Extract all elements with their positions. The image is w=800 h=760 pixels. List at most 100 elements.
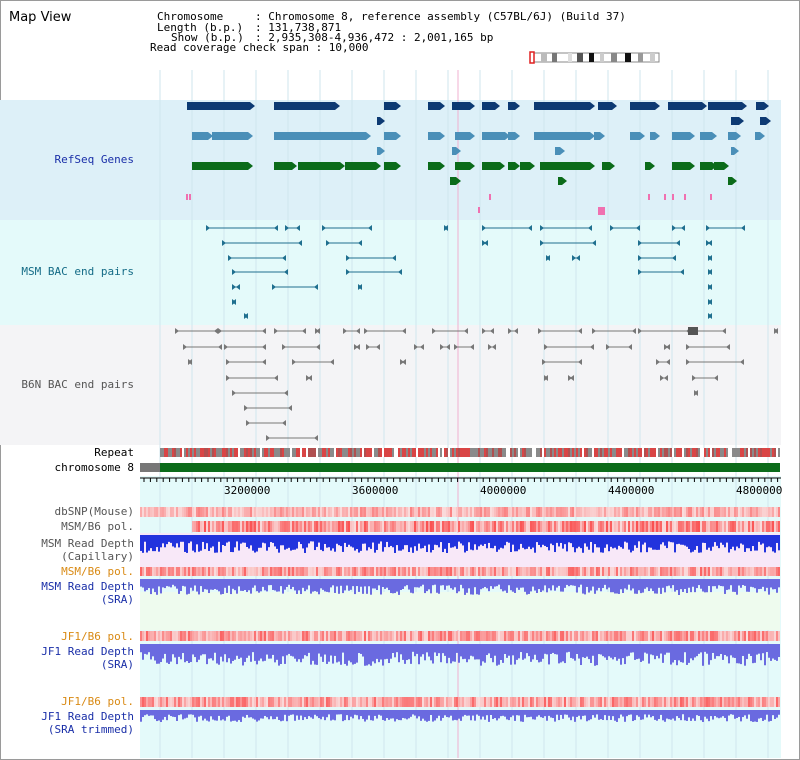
jf1-pol-heat [404, 697, 406, 707]
msm-capillary-depth-bar [228, 535, 230, 542]
jf1-pol-heat [388, 631, 390, 641]
dbsnp-heat [372, 507, 374, 517]
track-label-jf1-pol[interactable]: JF1/B6 pol. [61, 630, 134, 643]
msm-pol-heat [496, 566, 498, 576]
msm-pol-heat [742, 566, 744, 576]
track-label-dbsnp[interactable]: dbSNP(Mouse) [54, 505, 134, 518]
jf1-pol-heat [716, 631, 718, 641]
msm-sra-depth-bar [382, 579, 384, 587]
jf1-sra-depth-bar [252, 644, 254, 653]
msm-pol-heat [590, 521, 592, 532]
jf1-pol-heat [194, 631, 196, 641]
msm-pol-heat [550, 521, 552, 532]
jf1-sra-depth-bar [464, 644, 466, 659]
jf1-trimmed-depth-bar [430, 710, 432, 716]
bac-end [316, 328, 320, 334]
msm-pol-heat [348, 566, 350, 576]
bac-end [288, 405, 292, 411]
jf1-trimmed-depth-bar [370, 710, 372, 721]
jf1-trimmed-depth-bar [168, 710, 170, 715]
gene-feature [672, 162, 690, 170]
repeat-segment [412, 448, 414, 457]
jf1-trimmed-depth-bar [420, 710, 422, 721]
dbsnp-heat [578, 507, 580, 517]
dbsnp-heat [406, 507, 408, 517]
jf1-trimmed-depth-bar [404, 710, 406, 719]
jf1-pol-heat [336, 631, 338, 641]
track-label-msm-depth-sra[interactable]: MSM Read Depth [41, 580, 134, 593]
track-label-b6n-bac[interactable]: B6N BAC end pairs [21, 378, 134, 391]
jf1-pol-heat [470, 631, 472, 641]
jf1-trimmed-depth-bar [524, 710, 526, 715]
jf1-sra-depth-bar [248, 644, 250, 656]
msm-pol-heat [492, 521, 494, 532]
msm-capillary-depth-bar [222, 535, 224, 546]
dbsnp-heat [190, 507, 192, 517]
msm-sra-depth-bar [754, 579, 756, 589]
msm-pol-heat [428, 566, 430, 576]
jf1-pol-heat [452, 631, 454, 641]
track-label-jf1-depth-trim[interactable]: JF1 Read Depth [41, 710, 134, 723]
jf1-pol-heat [468, 631, 470, 641]
repeat-segment [600, 448, 602, 457]
track-label-jf1-pol-2[interactable]: JF1/B6 pol. [61, 695, 134, 708]
track-label-refseq[interactable]: RefSeq Genes [54, 153, 134, 166]
jf1-trimmed-depth-bar [260, 710, 262, 719]
track-label-msm-depth-cap[interactable]: MSM Read Depth [41, 537, 134, 550]
track-label-jf1-depth-sra[interactable]: JF1 Read Depth [41, 645, 134, 658]
msm-pol-heat [202, 566, 204, 576]
jf1-trimmed-depth-bar [742, 710, 744, 718]
msm-sra-depth-bar [376, 579, 378, 590]
repeat-segment [556, 448, 558, 457]
dbsnp-heat [198, 507, 200, 517]
track-label-msm-b6-pol-2[interactable]: MSM/B6 pol. [61, 565, 134, 578]
jf1-pol-heat [748, 631, 750, 641]
msm-capillary-depth-bar [310, 535, 312, 542]
msm-pol-heat [664, 521, 666, 532]
dbsnp-heat [622, 507, 624, 517]
repeat-segment [160, 448, 162, 457]
dbsnp-heat [360, 507, 362, 517]
jf1-sra-depth-bar [508, 644, 510, 656]
jf1-trimmed-depth-bar [596, 710, 598, 715]
msm-capillary-depth-bar [648, 535, 650, 548]
jf1-trimmed-depth-bar [562, 710, 564, 719]
jf1-pol-heat [592, 697, 594, 707]
jf1-pol-heat [598, 631, 600, 641]
msm-capillary-depth-bar [682, 535, 684, 545]
msm-pol-heat [602, 521, 604, 532]
jf1-pol-heat [682, 697, 684, 707]
track-label-repeat[interactable]: Repeat [94, 446, 134, 459]
repeat-segment [642, 448, 644, 457]
jf1-pol-heat [694, 697, 696, 707]
jf1-trimmed-depth-bar [174, 710, 176, 718]
repeat-segment [262, 448, 264, 457]
repeat-segment [550, 448, 552, 457]
bac-end [540, 225, 544, 231]
jf1-pol-heat [774, 697, 776, 707]
jf1-trimmed-depth-bar [766, 710, 768, 715]
jf1-pol-heat [214, 631, 216, 641]
jf1-sra-depth-bar [676, 644, 678, 666]
jf1-pol-heat [622, 697, 624, 707]
jf1-sra-depth-bar [146, 644, 148, 655]
bac-end [376, 344, 380, 350]
track-label-msm-b6-pol[interactable]: MSM/B6 pol. [61, 520, 134, 533]
dbsnp-heat [366, 507, 368, 517]
repeat-segment [212, 448, 214, 457]
msm-capillary-depth-bar [252, 535, 254, 551]
chromosome-ideogram[interactable] [0, 0, 800, 70]
msm-pol-heat [450, 566, 452, 576]
track-label-msm-bac[interactable]: MSM BAC end pairs [21, 265, 134, 278]
msm-capillary-depth-bar [154, 535, 156, 552]
msm-pol-heat [318, 566, 320, 576]
msm-sra-depth-bar [212, 579, 214, 590]
jf1-trimmed-depth-bar [314, 710, 316, 715]
msm-sra-depth-bar [372, 579, 374, 589]
track-label-chromosome[interactable]: chromosome 8 [54, 461, 134, 474]
jf1-sra-depth-bar [284, 644, 286, 664]
msm-capillary-depth-bar [558, 535, 560, 547]
msm-sra-depth-bar [428, 579, 430, 590]
msm-capillary-depth-bar [362, 535, 364, 544]
